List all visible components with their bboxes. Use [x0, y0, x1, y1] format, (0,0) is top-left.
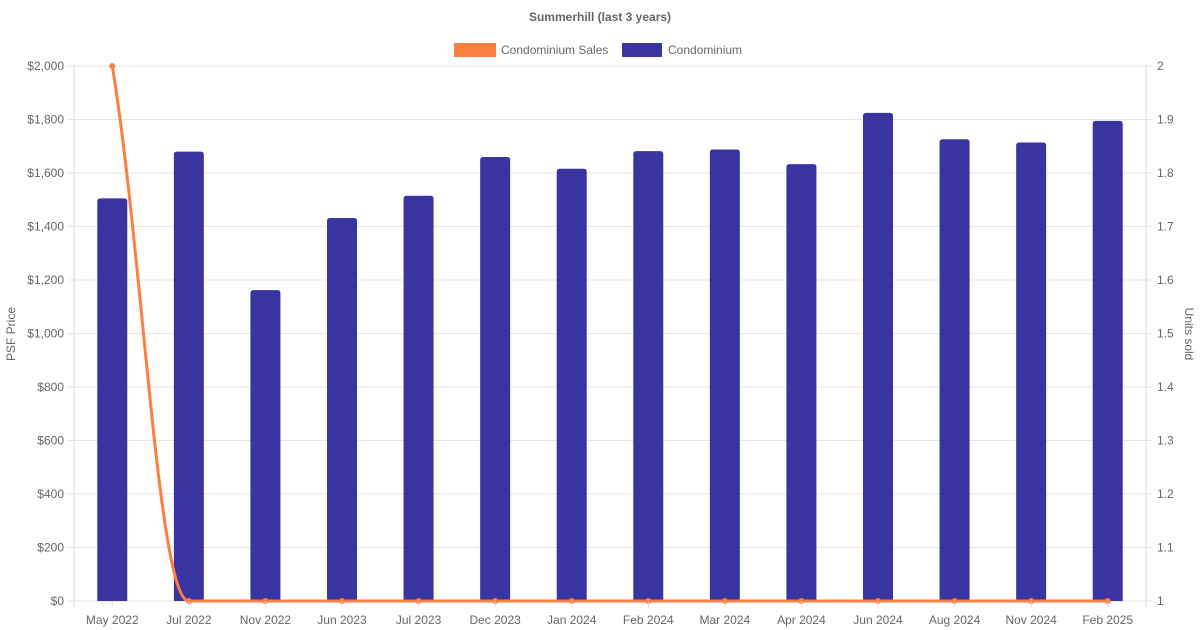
y-left-tick-label: $1,800 [27, 113, 64, 127]
y-left-tick-label: $2,000 [27, 59, 64, 73]
chart-title: Summerhill (last 3 years) [529, 10, 671, 24]
bar[interactable] [939, 139, 970, 602]
y-right-tick-label: 1.4 [1157, 380, 1174, 394]
legend-swatch-condominium-sales [454, 43, 496, 57]
y-left-tick-label: $1,200 [27, 273, 64, 287]
bar[interactable] [709, 149, 740, 601]
legend-item-condominium-sales[interactable]: Condominium Sales [454, 43, 608, 57]
x-tick-label: Feb 2024 [623, 613, 674, 627]
y-left-tick-label: $600 [37, 434, 64, 448]
x-tick-label: Dec 2023 [469, 613, 521, 627]
y-right-tick-label: 1.2 [1157, 487, 1174, 501]
y-right-tick-label: 1.3 [1157, 434, 1174, 448]
y-left-tick-label: $0 [51, 594, 65, 608]
x-tick-label: Jan 2024 [547, 613, 597, 627]
line-point[interactable] [109, 63, 116, 69]
bar[interactable] [1092, 120, 1123, 602]
y-axis-right-title: Units sold [1182, 308, 1196, 361]
y-right-tick-label: 1.6 [1157, 273, 1174, 287]
bar[interactable] [786, 164, 817, 602]
bar[interactable] [633, 151, 664, 601]
x-tick-label: May 2022 [86, 613, 139, 627]
y-axis-left-ticks: $0 $200 $400 $600 $800 $1,000 $1,200 $1,400 $1,6… [27, 59, 64, 608]
bar[interactable] [556, 168, 587, 601]
bar[interactable] [480, 156, 511, 601]
x-axis-ticks: May 2022 Jul 2022 Nov 2022 Jun 2023 Jul 2023… [86, 601, 1133, 627]
x-tick-label: Mar 2024 [700, 613, 751, 627]
x-tick-label: Jul 2022 [166, 613, 212, 627]
y-left-tick-label: $1,600 [27, 166, 64, 180]
legend: Condominium Sales Condominium [454, 43, 742, 57]
bars [97, 112, 1123, 602]
y-right-tick-label: 1.9 [1157, 113, 1174, 127]
bar[interactable] [1016, 142, 1047, 601]
x-tick-label: Apr 2024 [777, 613, 826, 627]
x-tick-label: Aug 2024 [929, 613, 981, 627]
y-left-tick-label: $1,400 [27, 220, 64, 234]
x-tick-label: Jun 2023 [317, 613, 367, 627]
x-tick-label: Jun 2024 [853, 613, 903, 627]
x-tick-label: Nov 2022 [240, 613, 292, 627]
y-axis-left-title: PSF Price [4, 307, 18, 361]
y-right-tick-label: 1.1 [1157, 541, 1174, 555]
y-left-tick-label: $800 [37, 380, 64, 394]
legend-item-condominium[interactable]: Condominium [622, 43, 742, 57]
y-axis-right-ticks: 1 1.1 1.2 1.3 1.4 1.5 1.6 1.7 1.8 1.9 2 [1157, 59, 1174, 608]
x-tick-label: Nov 2024 [1005, 613, 1057, 627]
y-right-tick-label: 1 [1157, 594, 1164, 608]
x-tick-label: Feb 2025 [1082, 613, 1133, 627]
legend-label-condominium-sales: Condominium Sales [501, 43, 608, 57]
bar[interactable] [327, 217, 357, 601]
bar[interactable] [173, 151, 204, 601]
legend-label-condominium: Condominium [668, 43, 742, 57]
bar[interactable] [97, 198, 128, 601]
y-right-tick-label: 2 [1157, 59, 1164, 73]
y-left-tick-label: $400 [37, 487, 64, 501]
legend-swatch-condominium [622, 43, 662, 57]
y-right-tick-label: 1.5 [1157, 327, 1174, 341]
x-tick-label: Jul 2023 [396, 613, 442, 627]
bar[interactable] [403, 195, 434, 602]
y-right-tick-label: 1.7 [1157, 220, 1174, 234]
bar[interactable] [250, 290, 281, 601]
y-left-tick-label: $1,000 [27, 327, 64, 341]
gridlines [68, 65, 1152, 607]
bar[interactable] [863, 112, 893, 601]
y-right-tick-label: 1.8 [1157, 166, 1174, 180]
y-left-tick-label: $200 [37, 541, 64, 555]
